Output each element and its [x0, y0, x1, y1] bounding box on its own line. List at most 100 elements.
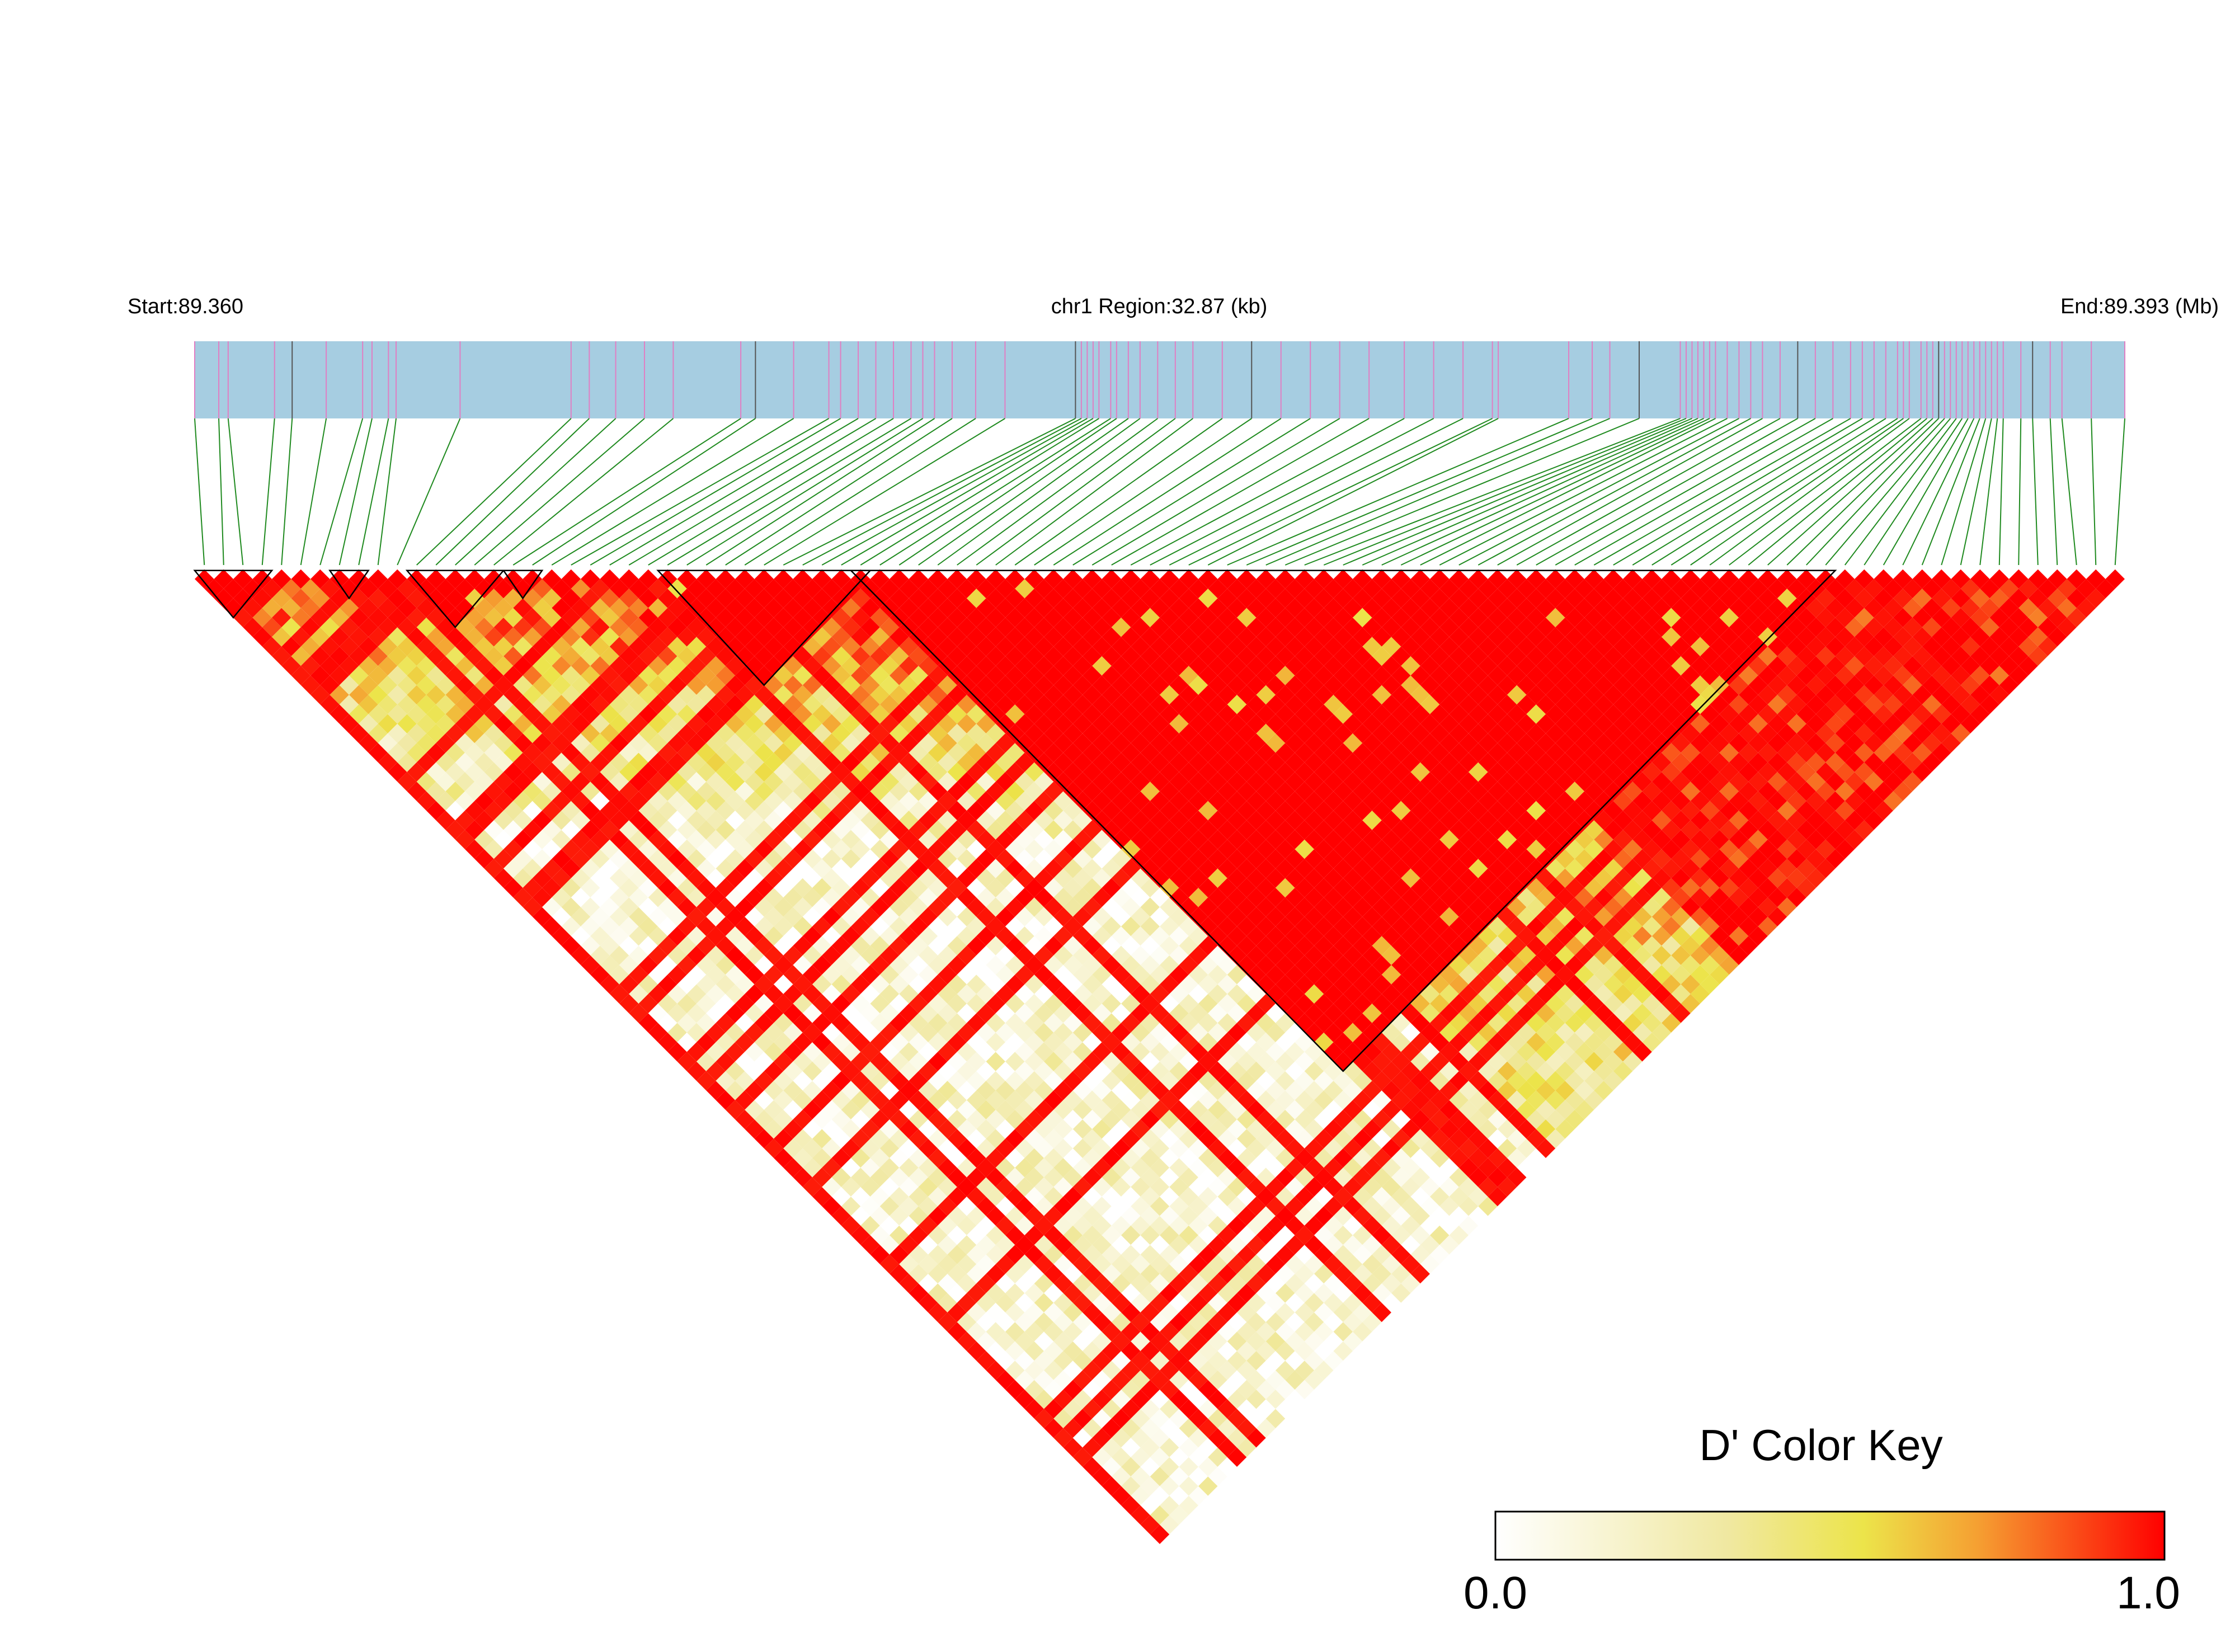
snp-connector	[474, 418, 645, 566]
gene-track	[195, 341, 2125, 418]
snp-connectors	[194, 418, 2125, 566]
snp-connector	[841, 418, 1094, 566]
snp-connector	[435, 418, 590, 566]
ld-cells	[195, 569, 2125, 1544]
snp-connector	[1343, 418, 1692, 566]
snp-connector	[1497, 418, 1763, 566]
snp-connector	[281, 418, 293, 566]
snp-connector	[1439, 418, 1728, 566]
snp-connector	[686, 418, 924, 566]
snp-connector	[1536, 418, 1798, 566]
snp-connector	[783, 418, 1076, 566]
snp-connector	[1323, 418, 1687, 566]
snp-connector	[397, 418, 461, 566]
snp-connector	[1150, 418, 1434, 566]
snp-connector	[1034, 418, 1252, 566]
snp-connector	[1883, 418, 1969, 566]
snp-connector	[358, 418, 389, 566]
snp-connector	[1941, 418, 1987, 566]
snp-connector	[1265, 418, 1610, 566]
snp-connector	[2032, 418, 2039, 566]
snp-connector	[879, 418, 1111, 566]
snp-connector	[416, 418, 572, 566]
snp-connector	[1478, 418, 1751, 566]
snp-connector	[976, 418, 1176, 566]
snp-connector	[1091, 418, 1340, 566]
snp-connector	[1671, 418, 1898, 566]
snp-connector	[2061, 418, 2077, 566]
snp-connector	[1130, 418, 1405, 566]
snp-connector	[338, 418, 373, 566]
snp-connector	[1169, 418, 1464, 566]
snp-connector	[1072, 418, 1311, 566]
snp-connector	[194, 418, 205, 566]
snp-connector	[2091, 418, 2097, 566]
snp-connector	[218, 418, 224, 566]
snp-connector	[764, 418, 1005, 566]
snp-connector	[1284, 418, 1640, 566]
snp-connector	[1458, 418, 1739, 566]
snp-connector	[1729, 418, 1922, 566]
snp-connector	[1227, 418, 1569, 566]
snp-connector	[493, 418, 674, 566]
snp-connector	[860, 418, 1099, 566]
snp-connector	[821, 418, 1088, 566]
snp-connector	[1574, 418, 1833, 566]
snp-connector	[937, 418, 1141, 566]
snp-connector	[2049, 418, 2058, 566]
snp-connector	[1381, 418, 1704, 566]
snp-connector	[1921, 418, 1980, 566]
snp-connector	[1632, 418, 1875, 566]
snp-connector	[1709, 418, 1910, 566]
snp-connector	[1304, 418, 1681, 566]
snp-connector	[648, 418, 894, 566]
snp-connector	[1806, 418, 1945, 566]
snp-connector	[1593, 418, 1851, 566]
snp-connector	[1998, 418, 2004, 566]
snp-connector	[455, 418, 617, 566]
snp-connector	[261, 418, 275, 566]
snp-connector	[1246, 418, 1593, 566]
snp-connector	[1844, 418, 1957, 566]
snp-connector	[1362, 418, 1698, 566]
snp-connector	[898, 418, 1117, 566]
snp-connector	[319, 418, 364, 566]
snp-connector	[802, 418, 1082, 566]
snp-ticks	[194, 341, 2125, 418]
snp-connector	[300, 418, 327, 566]
snp-connector	[705, 418, 935, 566]
snp-connector	[2018, 418, 2022, 566]
region-end-label: End:89.393 (Mb)	[2060, 295, 2219, 318]
snp-connector	[532, 418, 756, 566]
snp-connector	[1902, 418, 1975, 566]
snp-connector	[377, 418, 397, 566]
snp-connector	[1400, 418, 1710, 566]
snp-connector	[1690, 418, 1904, 566]
snp-connector	[1053, 418, 1282, 566]
snp-connector	[609, 418, 859, 566]
snp-connector	[1767, 418, 1933, 566]
snp-connector	[1651, 418, 1886, 566]
snp-connector	[1555, 418, 1816, 566]
snp-connector	[590, 418, 841, 566]
snp-connector	[1420, 418, 1716, 566]
region-title-label: chr1 Region:32.87 (kb)	[1051, 295, 1268, 318]
snp-connector	[1188, 418, 1493, 566]
region-start-label: Start:89.360	[128, 295, 243, 318]
snp-connector	[1979, 418, 1998, 566]
snp-connector	[512, 418, 741, 566]
snp-connector	[1864, 418, 1963, 566]
snp-connector	[1207, 418, 1499, 566]
snp-connector	[1613, 418, 1863, 566]
snp-connector	[1748, 418, 1927, 566]
snp-connector	[995, 418, 1193, 566]
snp-connector	[1516, 418, 1781, 566]
snp-connector	[628, 418, 877, 566]
snp-connector	[918, 418, 1129, 566]
snp-connector	[1960, 418, 1992, 566]
snp-connector	[1786, 418, 1939, 566]
snp-connector	[1825, 418, 1951, 566]
snp-connector	[2114, 418, 2125, 566]
snp-connector	[227, 418, 244, 566]
